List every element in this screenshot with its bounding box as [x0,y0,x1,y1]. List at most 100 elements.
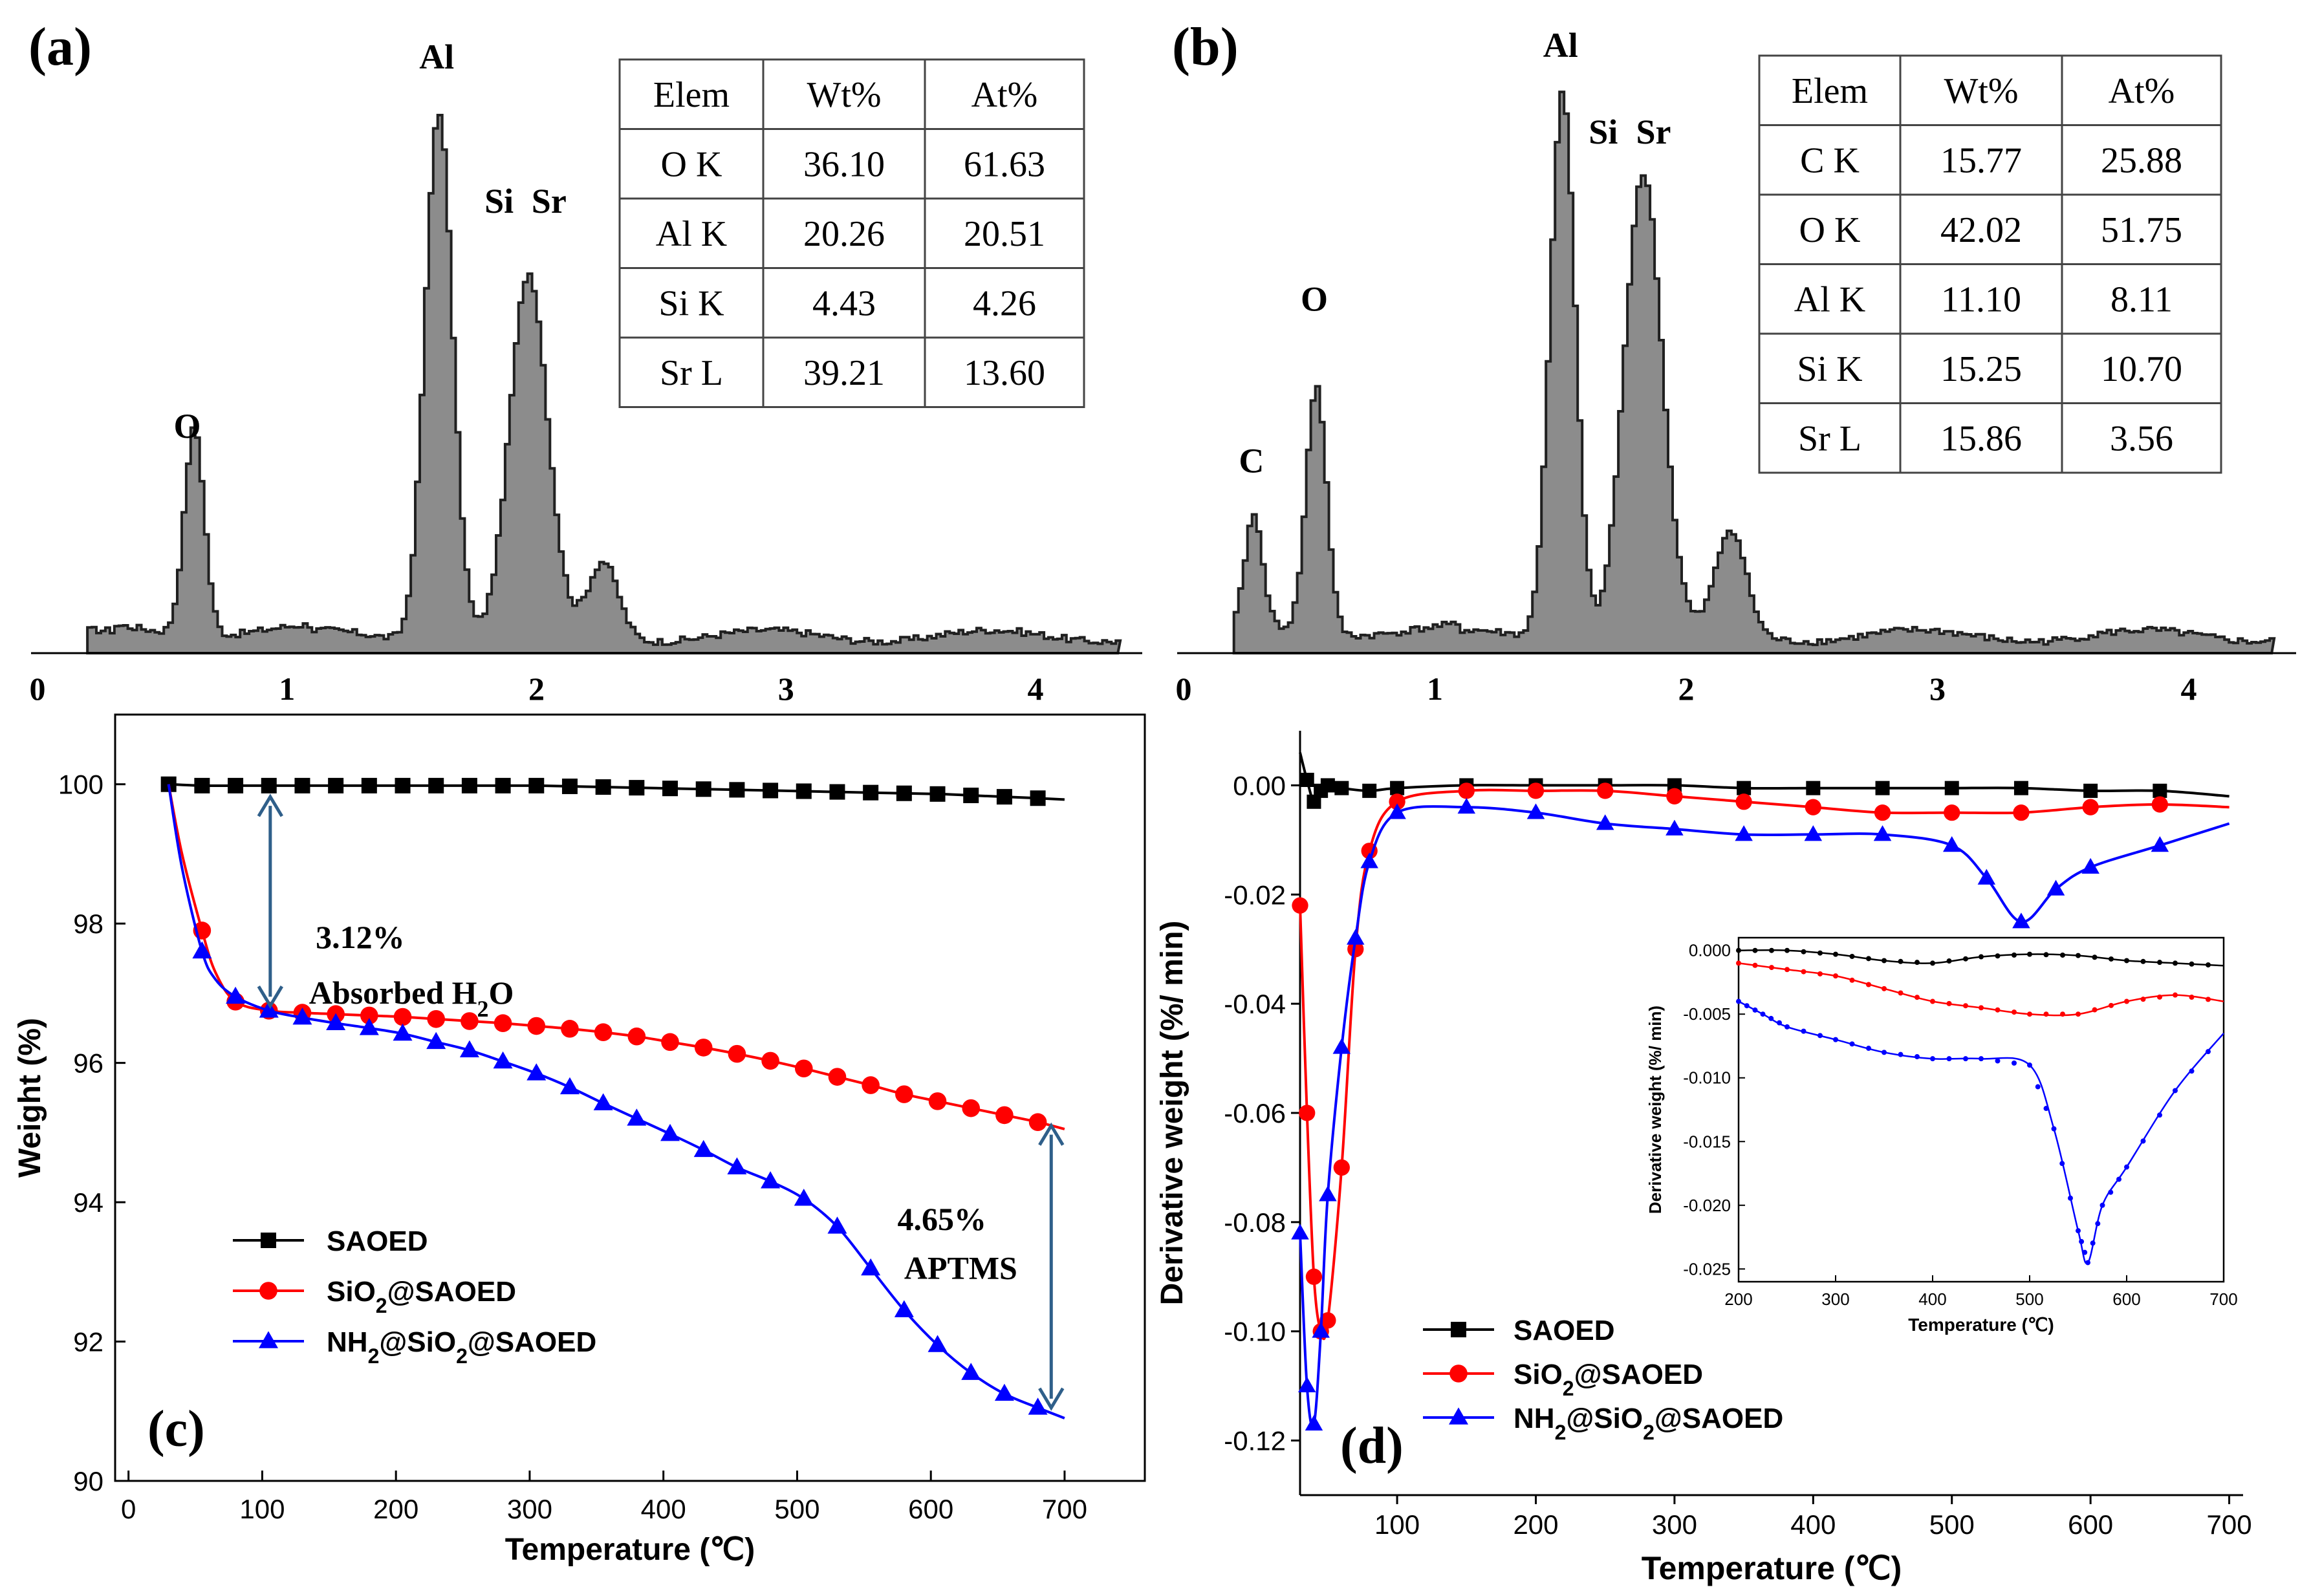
data-point [1028,1397,1048,1415]
y-tick-label: 96 [73,1048,103,1079]
inset-data-point [2124,1164,2129,1170]
inset-data-point [1882,958,1887,964]
series-nh2-sio2-saoed [167,784,1065,1419]
inset-data-point [1785,947,1790,953]
legend-label: SiO2@SAOED [327,1276,516,1317]
y-tick-label: -0.10 [1224,1317,1286,1347]
table-cell: Al K [1794,280,1865,320]
inset-series-saoed [1736,947,2224,968]
data-point [763,782,779,799]
table-border [618,58,1085,408]
inset-data-point [1777,1020,1782,1026]
table-cell: 20.51 [964,214,1045,254]
data-point [928,1335,948,1352]
data-point [2046,879,2065,896]
x-tick-label: 400 [1790,1509,1836,1540]
inset-data-point [2157,994,2162,1000]
inset-data-point [1979,954,1984,960]
x-tick-label: 1 [279,671,295,707]
series-nh2-sio2-saoed [1291,797,2230,1431]
data-point [761,1051,779,1070]
inset-data-point [1849,1041,1855,1047]
inset-data-point [1801,949,1806,954]
inset-data-point [1752,1007,1758,1013]
legend-marker [259,1331,278,1348]
table-cell: 15.25 [1940,349,2022,389]
composition-table: Elem Wt% At% O K 36.10 61.63 Al K 20.26 20.51 Si … [618,58,1085,408]
inset-data-point [1817,1033,1823,1039]
data-point [359,1018,379,1035]
inset-data-point [1930,960,1935,966]
x-tick-label: 300 [1652,1509,1697,1540]
inset-data-point [1849,977,1855,983]
inset-data-point [1760,1011,1766,1017]
table-cell: 25.88 [2101,141,2182,181]
data-point [1305,1268,1323,1285]
spectrum-area [1232,91,2276,654]
x-tick-label: 200 [373,1494,418,1524]
inset-data-point [1946,1000,1952,1006]
table-cell: 3.56 [2110,419,2173,459]
data-point [194,777,210,793]
data-point [1333,1159,1350,1176]
data-point [2151,836,2169,852]
inset-data-point [1785,967,1790,973]
data-point [2083,783,2098,798]
y-tick-label: 100 [58,770,103,800]
x-axis-title: Temperature (℃) [1642,1550,1902,1586]
plot-frame [114,713,1146,1482]
x-tick-label: 3 [1929,671,1946,707]
inset-data-point [2076,1011,2081,1017]
legend-marker [1449,1364,1468,1383]
data-point [1944,781,1959,795]
inset-data-point [2109,956,2114,962]
composition-table: Elem Wt% At% C K 15.77 25.88 O K 42.02 51.75 Al K… [1758,54,2222,474]
inset-x-axis-title: Temperature (℃) [1908,1315,2054,1335]
table-cell: 42.02 [1940,210,2022,250]
peak-label: O [1301,280,1328,319]
legend-label: NH2@SiO2@SAOED [1513,1403,1783,1444]
data-point [1320,778,1335,793]
data-point [862,1076,880,1094]
data-point [727,1157,747,1175]
panel-label: (c) [147,1401,205,1458]
inset-data-point [1882,1050,1887,1055]
data-point [527,1017,546,1035]
data-point [994,1383,1014,1401]
inset-data-point [2157,1112,2162,1118]
data-point [292,1008,312,1025]
inset-data-point [2043,1011,2049,1017]
data-point [559,1077,580,1095]
inset-data-point [2060,1011,2065,1017]
inset-data-point [1833,951,1838,957]
y-tick-label: -0.06 [1224,1098,1286,1128]
data-point [961,1363,981,1380]
data-point [593,1093,613,1110]
data-point [827,1216,847,1234]
x-tick-label: 700 [2207,1509,2252,1540]
inset-data-point [2079,1238,2085,1244]
data-point [728,1044,746,1063]
peak-label: Sr [1636,113,1671,151]
inset-data-point [1785,1024,1790,1030]
data-point [427,1009,446,1028]
x-tick-label: 500 [774,1494,819,1524]
data-point [459,1040,479,1058]
table-cell: Si K [1797,349,1862,389]
x-tick-label: 200 [1513,1509,1558,1540]
data-point [996,789,1012,805]
table-cell: 4.43 [812,284,876,324]
annotation-label: 4.65% [898,1201,987,1237]
data-point [594,1023,613,1042]
table-header-cell: Wt% [1944,71,2018,111]
panel-label: (b) [1172,17,1239,77]
y-tick-label: -0.08 [1224,1207,1286,1238]
inset-x-tick-label: 400 [1918,1289,1946,1309]
data-point [192,941,212,959]
inset-data-point [2108,1189,2114,1195]
data-point [1804,825,1823,841]
table-header-cell: At% [2109,71,2175,111]
inset-data-point [1752,947,1758,953]
peak-label: Si [484,182,514,221]
